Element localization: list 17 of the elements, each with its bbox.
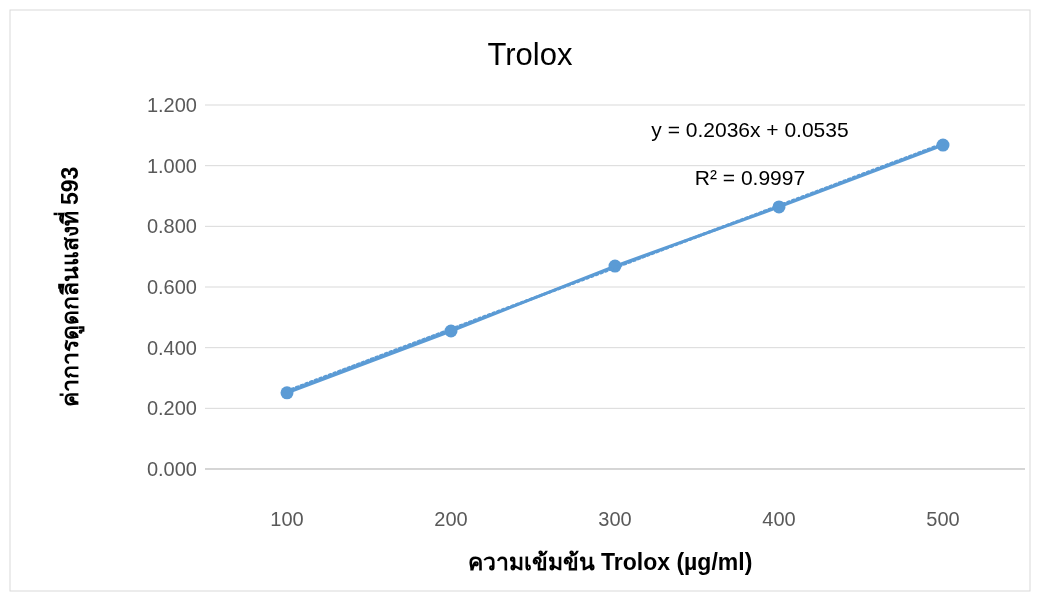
y-axis-title: ค่าการดูดกลืนแสงที่ 593: [53, 166, 85, 408]
y-tick-label: 0.000: [146, 458, 197, 480]
x-axis-title: ความเข้มข้น Trolox (µg/ml): [467, 549, 753, 575]
x-tick-label: 200: [434, 508, 468, 530]
y-tick-label: 0.600: [146, 276, 197, 298]
y-tick-label: 0.200: [146, 397, 197, 420]
chart-title: Trolox: [487, 37, 573, 72]
y-tick-label: 1.200: [146, 94, 197, 116]
annotation: R² = 0.9997: [694, 166, 806, 189]
x-tick-label: 300: [598, 508, 632, 530]
x-tick-label: 500: [926, 508, 960, 530]
y-tick-label: 0.800: [146, 215, 197, 238]
x-tick-label: 100: [270, 508, 304, 530]
y-tick-label: 1.000: [146, 154, 197, 177]
annotation: y = 0.2036x + 0.0535: [651, 118, 849, 141]
x-tick-label: 400: [762, 508, 796, 530]
y-tick-label: 0.400: [146, 336, 197, 359]
